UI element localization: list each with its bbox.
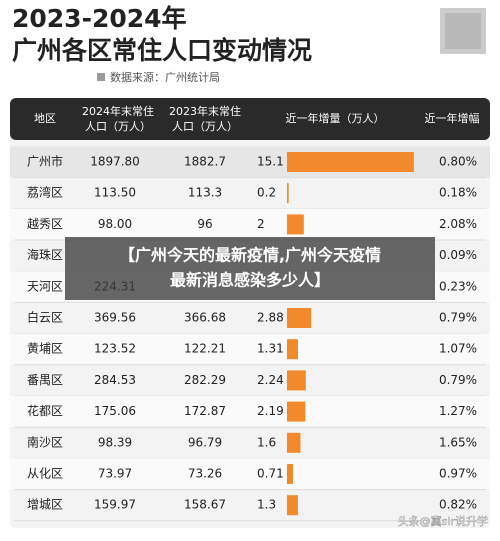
growth-label: 1.31 bbox=[257, 342, 284, 356]
pop-2024: 175.06 bbox=[94, 404, 136, 418]
source-icon bbox=[97, 73, 105, 81]
overlay-line1: 【广州今天的最新疫情,广州今天疫情 bbox=[119, 246, 381, 265]
pop-2024: 98.00 bbox=[98, 217, 132, 231]
rate: 0.82% bbox=[439, 498, 477, 512]
growth-bar bbox=[287, 308, 312, 328]
rate: 1.65% bbox=[439, 435, 477, 449]
table-header bbox=[10, 98, 490, 140]
row-stripe bbox=[10, 396, 490, 428]
pop-2024: 113.50 bbox=[94, 186, 136, 200]
pop-2023: 96.79 bbox=[188, 435, 222, 449]
pop-2023: 73.26 bbox=[188, 467, 222, 481]
growth-bar bbox=[287, 214, 304, 235]
rate: 0.97% bbox=[439, 467, 477, 481]
rate: 0.79% bbox=[439, 373, 477, 387]
growth-label: 2.88 bbox=[257, 311, 284, 325]
region: 增城区 bbox=[27, 498, 63, 512]
pop-2024: 123.52 bbox=[94, 342, 136, 356]
title-line2: 广州各区常住人口变动情况 bbox=[12, 36, 312, 65]
rate: 2.08% bbox=[439, 217, 477, 231]
region: 荔湾区 bbox=[27, 185, 63, 200]
region: 广州市 bbox=[27, 154, 63, 169]
growth-bar bbox=[287, 495, 298, 516]
pop-2023: 122.21 bbox=[184, 342, 226, 356]
growth-label: 0.71 bbox=[257, 467, 284, 481]
region: 花都区 bbox=[27, 403, 63, 418]
growth-label: 1.3 bbox=[257, 498, 276, 512]
pop-2023: 172.87 bbox=[184, 404, 226, 418]
overlay-line2: 最新消息感染多少人】 bbox=[170, 271, 330, 290]
qr-pattern bbox=[445, 13, 481, 49]
region: 越秀区 bbox=[27, 217, 63, 231]
pop-2023: 282.29 bbox=[184, 373, 226, 387]
pop-2023: 158.67 bbox=[184, 498, 226, 512]
rate: 1.27% bbox=[439, 404, 477, 418]
growth-bar bbox=[287, 432, 301, 453]
rate: 0.23% bbox=[439, 279, 477, 293]
region: 番禺区 bbox=[27, 373, 63, 387]
row-stripe bbox=[10, 458, 490, 490]
pop-2024: 73.97 bbox=[98, 467, 132, 481]
column-header: 地区 bbox=[34, 112, 56, 125]
region: 白云区 bbox=[27, 310, 63, 325]
row-stripe bbox=[10, 333, 490, 365]
pop-2023: 113.3 bbox=[188, 186, 222, 200]
source: 数据来源：广州统计局 bbox=[110, 70, 220, 84]
pop-2023: 96 bbox=[197, 217, 212, 231]
rate: 1.07% bbox=[439, 342, 477, 356]
growth-bar bbox=[287, 339, 299, 360]
pop-2023: 366.68 bbox=[184, 311, 226, 325]
region: 天河区 bbox=[27, 279, 63, 293]
pop-2023: 1882.7 bbox=[184, 155, 226, 169]
region: 南沙区 bbox=[27, 434, 63, 449]
growth-label: 0.2 bbox=[257, 186, 276, 200]
pop-2024: 98.39 bbox=[98, 435, 132, 449]
growth-bar bbox=[287, 370, 306, 391]
column-header: 近一年增量（万人） bbox=[286, 111, 385, 125]
title-line1: 2023-2024年 bbox=[12, 4, 187, 33]
row-stripe bbox=[10, 146, 490, 178]
row-stripe bbox=[10, 208, 490, 240]
growth-bar bbox=[287, 183, 289, 204]
growth-label: 1.6 bbox=[257, 435, 276, 449]
growth-label: 15.1 bbox=[257, 155, 284, 169]
rate: 0.80% bbox=[439, 155, 477, 169]
region: 从化区 bbox=[27, 467, 63, 481]
pop-2024: 159.97 bbox=[94, 498, 136, 512]
growth-bar bbox=[287, 464, 293, 484]
column-header: 2023年末常住人口（万人） bbox=[169, 104, 241, 133]
growth-label: 2.24 bbox=[257, 373, 284, 387]
growth-bar bbox=[287, 401, 306, 422]
pop-2024: 369.56 bbox=[94, 311, 136, 325]
growth-label: 2.19 bbox=[257, 404, 284, 418]
column-header: 2024年末常住人口（万人） bbox=[82, 104, 154, 133]
watermark: 头条@冀sir说升学 bbox=[398, 514, 488, 528]
rate: 0.18% bbox=[439, 186, 477, 200]
region: 海珠区 bbox=[27, 247, 63, 262]
rate: 0.09% bbox=[439, 248, 477, 262]
rate: 0.79% bbox=[439, 311, 477, 325]
growth-label: 2 bbox=[257, 217, 265, 231]
overlay-banner bbox=[65, 237, 435, 300]
growth-bar bbox=[287, 152, 414, 172]
column-header: 近一年增幅 bbox=[425, 111, 480, 125]
pop-2024: 1897.80 bbox=[90, 155, 140, 169]
pop-2024: 284.53 bbox=[94, 373, 136, 387]
region: 黄埔区 bbox=[27, 342, 63, 356]
